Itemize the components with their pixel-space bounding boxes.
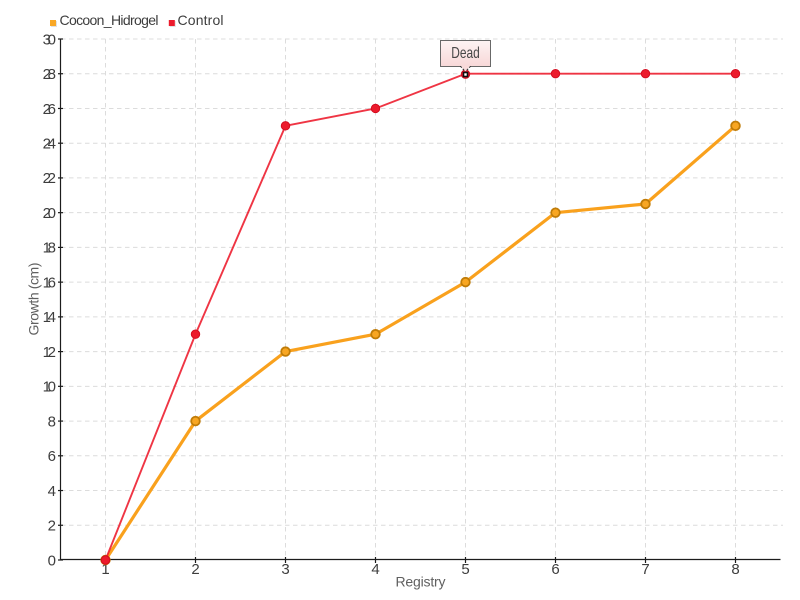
svg-text:0: 0 (48, 552, 56, 569)
svg-text:28: 28 (43, 66, 56, 83)
svg-text:7: 7 (641, 561, 649, 578)
svg-text:6: 6 (551, 561, 559, 578)
svg-text:30: 30 (43, 31, 56, 48)
svg-text:14: 14 (43, 309, 56, 326)
svg-text:20: 20 (43, 205, 56, 222)
svg-text:Dead: Dead (451, 45, 480, 62)
svg-text:Cocoon_Hidrogel: Cocoon_Hidrogel (60, 12, 159, 28)
svg-text:16: 16 (43, 274, 56, 291)
svg-text:18: 18 (43, 240, 56, 257)
svg-text:8: 8 (48, 413, 56, 430)
svg-text:6: 6 (48, 448, 56, 465)
svg-text:Control: Control (178, 12, 224, 28)
svg-text:3: 3 (281, 561, 289, 578)
svg-text:26: 26 (43, 101, 56, 118)
svg-text:5: 5 (461, 561, 469, 578)
svg-text:1: 1 (101, 561, 109, 578)
svg-text:22: 22 (43, 170, 56, 187)
svg-text:12: 12 (43, 344, 56, 361)
svg-text:10: 10 (43, 379, 56, 396)
svg-text:2: 2 (48, 518, 56, 535)
svg-text:4: 4 (48, 483, 56, 500)
svg-text:8: 8 (731, 561, 739, 578)
svg-text:24: 24 (43, 136, 56, 153)
svg-text:Registry: Registry (396, 574, 446, 590)
svg-text:2: 2 (191, 561, 199, 578)
svg-text:Growth (cm): Growth (cm) (26, 263, 42, 336)
svg-text:4: 4 (371, 561, 379, 578)
